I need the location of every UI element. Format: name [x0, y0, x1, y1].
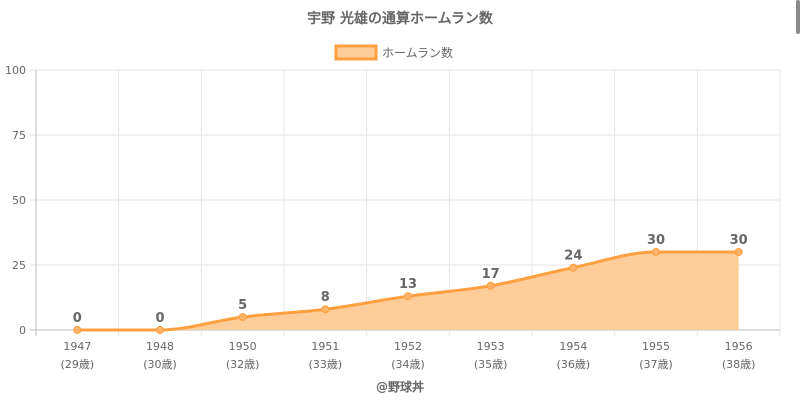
x-tick-label: 1947	[63, 340, 91, 353]
data-point	[734, 248, 743, 256]
y-axis: 0 25 50 75 100	[5, 64, 26, 337]
data-point	[73, 326, 82, 334]
x-tick-age-label: (33歳)	[309, 358, 343, 371]
x-tick-label: 1950	[229, 340, 257, 353]
x-tick-label: 1955	[642, 340, 670, 353]
x-tick-label: 1956	[725, 340, 753, 353]
y-tick-label: 0	[19, 324, 26, 337]
x-axis: 1947 (29歳) 1948 (30歳) 1950 (32歳) 1951 (33歳) 1952…	[61, 340, 756, 371]
credit-text: @野球丼	[376, 379, 424, 394]
data-labels: 0 0 5 8 13 17 24 30 30	[73, 233, 748, 326]
data-label: 24	[564, 249, 582, 264]
x-tick-label: 1954	[559, 340, 587, 353]
data-label: 30	[647, 233, 665, 248]
scrollbar[interactable]	[796, 0, 800, 34]
x-tick-label: 1951	[311, 340, 339, 353]
data-point	[652, 248, 660, 256]
data-label: 0	[155, 311, 164, 326]
legend[interactable]: ホームラン数	[334, 44, 453, 61]
data-point	[156, 326, 164, 334]
y-tick-label: 75	[12, 129, 26, 142]
x-tick-age-label: (36歳)	[557, 358, 591, 371]
x-tick-label: 1953	[477, 340, 505, 353]
data-label: 30	[730, 233, 748, 248]
x-tick-label: 1952	[394, 340, 422, 353]
x-tick-age-label: (38歳)	[722, 358, 756, 371]
y-tick-label: 50	[12, 194, 26, 207]
x-tick-age-label: (30歳)	[143, 358, 177, 371]
x-tick-label: 1948	[146, 340, 174, 353]
data-point	[569, 263, 578, 272]
data-point	[321, 305, 330, 314]
chart-title: 宇野 光雄の通算ホームラン数	[307, 10, 494, 27]
x-tick-age-label: (32歳)	[226, 358, 260, 371]
series-homeruns	[73, 248, 743, 334]
data-label: 0	[73, 311, 82, 326]
data-label: 17	[482, 267, 500, 282]
data-point	[486, 281, 495, 290]
data-label: 8	[321, 290, 330, 305]
x-tick-age-label: (35歳)	[474, 358, 508, 371]
legend-swatch	[334, 44, 378, 61]
data-point	[404, 292, 412, 301]
y-tick-label: 100	[5, 64, 26, 77]
data-label: 13	[399, 277, 417, 292]
y-tick-label: 25	[12, 259, 26, 272]
x-tick-age-label: (29歳)	[61, 358, 95, 371]
data-label: 5	[238, 298, 247, 313]
data-point	[238, 313, 247, 321]
legend-label: ホームラン数	[382, 45, 453, 60]
x-tick-age-label: (37歳)	[639, 358, 673, 371]
x-tick-age-label: (34歳)	[391, 358, 425, 371]
